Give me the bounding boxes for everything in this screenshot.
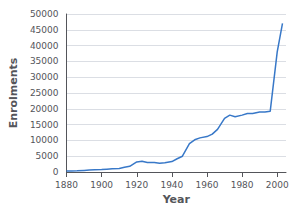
svg-text:2000: 2000 (266, 180, 289, 190)
svg-text:1900: 1900 (90, 180, 113, 190)
svg-text:1920: 1920 (125, 180, 148, 190)
svg-text:1940: 1940 (160, 180, 183, 190)
svg-text:20000: 20000 (30, 104, 59, 114)
svg-text:25000: 25000 (30, 88, 59, 98)
svg-text:15000: 15000 (30, 120, 59, 130)
svg-text:40000: 40000 (30, 41, 59, 51)
svg-text:Year: Year (162, 193, 191, 206)
svg-text:35000: 35000 (30, 56, 59, 66)
svg-text:0: 0 (53, 167, 59, 177)
svg-text:Enrolments: Enrolments (7, 57, 20, 128)
svg-text:50000: 50000 (30, 9, 59, 19)
svg-text:1960: 1960 (196, 180, 219, 190)
svg-text:45000: 45000 (30, 25, 59, 35)
svg-text:5000: 5000 (36, 151, 59, 161)
svg-text:1980: 1980 (231, 180, 254, 190)
svg-text:30000: 30000 (30, 72, 59, 82)
svg-text:10000: 10000 (30, 135, 59, 145)
svg-text:1880: 1880 (55, 180, 78, 190)
